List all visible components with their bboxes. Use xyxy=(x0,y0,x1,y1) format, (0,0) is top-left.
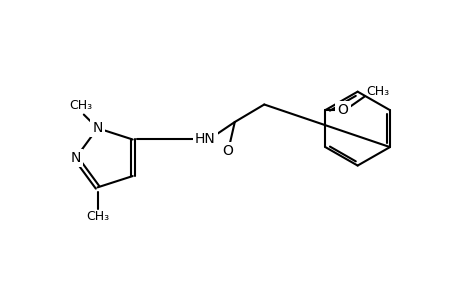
Text: N: N xyxy=(92,121,102,135)
Text: HN: HN xyxy=(195,133,215,146)
Text: O: O xyxy=(222,144,233,158)
Text: N: N xyxy=(71,151,81,165)
Text: CH₃: CH₃ xyxy=(69,99,92,112)
Text: O: O xyxy=(337,103,347,117)
Text: CH₃: CH₃ xyxy=(366,85,389,98)
Text: CH₃: CH₃ xyxy=(86,210,109,223)
